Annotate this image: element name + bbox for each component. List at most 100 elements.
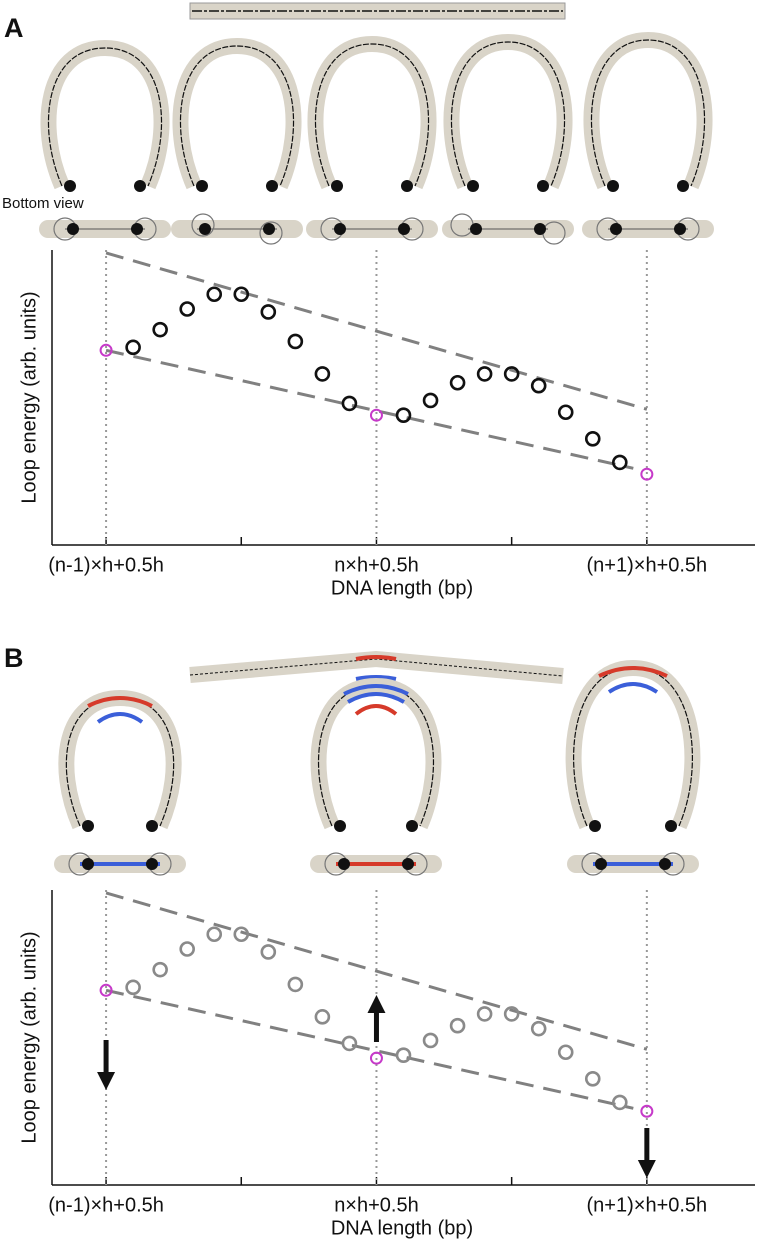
point [530,1020,547,1037]
bottom-view [39,217,171,241]
protein-dot [134,180,146,192]
ring [191,213,215,237]
bottom-view [567,852,699,876]
dna-loop [172,37,302,192]
protein-dot [401,180,413,192]
protein-dot [146,820,158,832]
dna-loop-body [443,33,573,190]
point [125,339,141,356]
point [152,321,168,338]
protein-dot [398,223,410,235]
dna-loop-helix [590,39,706,187]
protein-dot [334,223,346,235]
dna-loop [310,677,442,832]
point [233,286,250,303]
x-tick-label: n×h+0.5h [334,554,419,576]
arrow-head [637,1160,656,1178]
x-axis-label: DNA length (bp) [331,1217,473,1239]
point [287,333,304,350]
arrow-head [97,1072,116,1090]
dna-loop [307,35,437,192]
dna-loop [58,689,182,832]
dna-loop [565,659,701,832]
bend-arc [607,682,659,694]
protein-dot [402,858,414,870]
point [260,304,277,320]
protein-dot [334,820,346,832]
ring [259,221,283,245]
bottom-view [171,213,303,245]
point [557,404,574,421]
x-axis-label: DNA length (bp) [331,577,473,599]
dna-loop [40,39,170,192]
point [449,1017,466,1034]
protein-dot [263,223,275,235]
point [179,301,195,317]
point [287,976,304,993]
point [125,979,141,996]
point [314,1009,331,1025]
highlight-point [369,1051,383,1065]
highlight-point [640,1104,654,1118]
dna-loop-helix [47,47,163,187]
highlight-point [99,343,113,357]
dna-loop [583,31,713,192]
panel-label: A [4,13,24,43]
dna-loop-body [172,37,302,190]
point [233,926,250,943]
bottom-view-label: Bottom view [2,195,84,212]
point [584,1071,601,1087]
protein-dot [607,180,619,192]
dna-loop-body [58,689,182,830]
arrow-head [367,995,386,1013]
protein-dot [67,223,79,235]
point [449,374,466,391]
bend-arc [347,692,405,704]
dna-rod-bent [189,650,564,684]
x-tick-label: (n-1)×h+0.5h [48,554,164,576]
bend-arc [598,666,668,678]
dna-loop-helix [450,41,566,187]
point [395,1047,412,1063]
protein-dot [677,180,689,192]
y-axis-label: Loop energy (arb. units) [18,931,40,1143]
protein-dot [674,223,686,235]
dna-loop-body [565,659,701,830]
protein-dot [534,223,546,235]
protein-dot [131,223,143,235]
dna-loop-body [583,31,713,190]
protein-dot [659,858,671,870]
x-tick-label: (n-1)×h+0.5h [48,1194,164,1216]
point [206,926,223,943]
point [341,1035,358,1052]
protein-dot [338,858,350,870]
protein-dot [665,820,677,832]
protein-dot [331,180,343,192]
protein-dot [595,858,607,870]
point [422,392,439,409]
bound-line [105,348,634,470]
bottom-view [582,217,714,241]
x-tick-label: (n+1)×h+0.5h [587,1194,708,1216]
bend-arc [87,696,153,708]
protein-dot [467,180,479,192]
bottom-view [310,852,442,876]
bend-arc [343,684,409,696]
protein-dot [266,180,278,192]
bound-line [105,251,648,411]
panel-label: B [4,643,24,673]
bottom-view [54,852,186,876]
x-tick-label: n×h+0.5h [334,1194,419,1216]
point [341,395,358,412]
point [476,366,493,382]
dna-loop-body [307,35,437,190]
point [557,1044,574,1061]
point [584,430,601,447]
y-axis-label: Loop energy (arb. units) [18,291,40,503]
point [503,1006,520,1022]
point [503,366,520,382]
bottom-view [306,217,438,241]
point [530,377,547,394]
dna-loop [443,33,573,192]
